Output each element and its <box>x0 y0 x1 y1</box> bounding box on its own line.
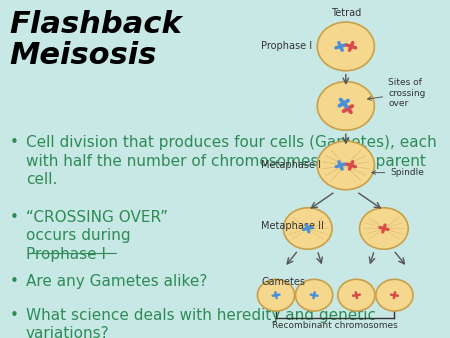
Circle shape <box>317 81 374 130</box>
Circle shape <box>317 22 374 71</box>
Text: “CROSSING OVER”
occurs during: “CROSSING OVER” occurs during <box>26 210 168 243</box>
Circle shape <box>360 208 408 249</box>
Text: Prophase I: Prophase I <box>26 247 106 262</box>
Circle shape <box>284 208 332 249</box>
Text: Gametes: Gametes <box>261 277 305 287</box>
Circle shape <box>317 141 374 190</box>
Circle shape <box>257 279 295 311</box>
Text: •: • <box>9 274 18 289</box>
Text: •: • <box>9 135 18 150</box>
Text: Are any Gametes alike?: Are any Gametes alike? <box>26 274 207 289</box>
Text: Tetrad: Tetrad <box>331 8 361 19</box>
Text: Metaphase II: Metaphase II <box>261 221 324 231</box>
Circle shape <box>338 279 375 311</box>
Text: Recombinant chromosomes: Recombinant chromosomes <box>272 321 398 330</box>
Circle shape <box>296 279 333 311</box>
Text: Cell division that produces four cells (Gametes), each with half the number of c: Cell division that produces four cells (… <box>26 135 436 187</box>
Text: Metaphase I: Metaphase I <box>261 161 321 170</box>
Text: Prophase I: Prophase I <box>261 42 312 51</box>
Text: Flashback
Meisosis: Flashback Meisosis <box>9 10 182 70</box>
Text: •: • <box>9 210 18 224</box>
Text: Spindle: Spindle <box>372 168 424 177</box>
Text: •: • <box>9 308 18 322</box>
Circle shape <box>376 279 413 311</box>
Text: What science deals with heredity and genetic variations?: What science deals with heredity and gen… <box>26 308 376 338</box>
Text: Sites of
crossing
over: Sites of crossing over <box>368 78 426 108</box>
